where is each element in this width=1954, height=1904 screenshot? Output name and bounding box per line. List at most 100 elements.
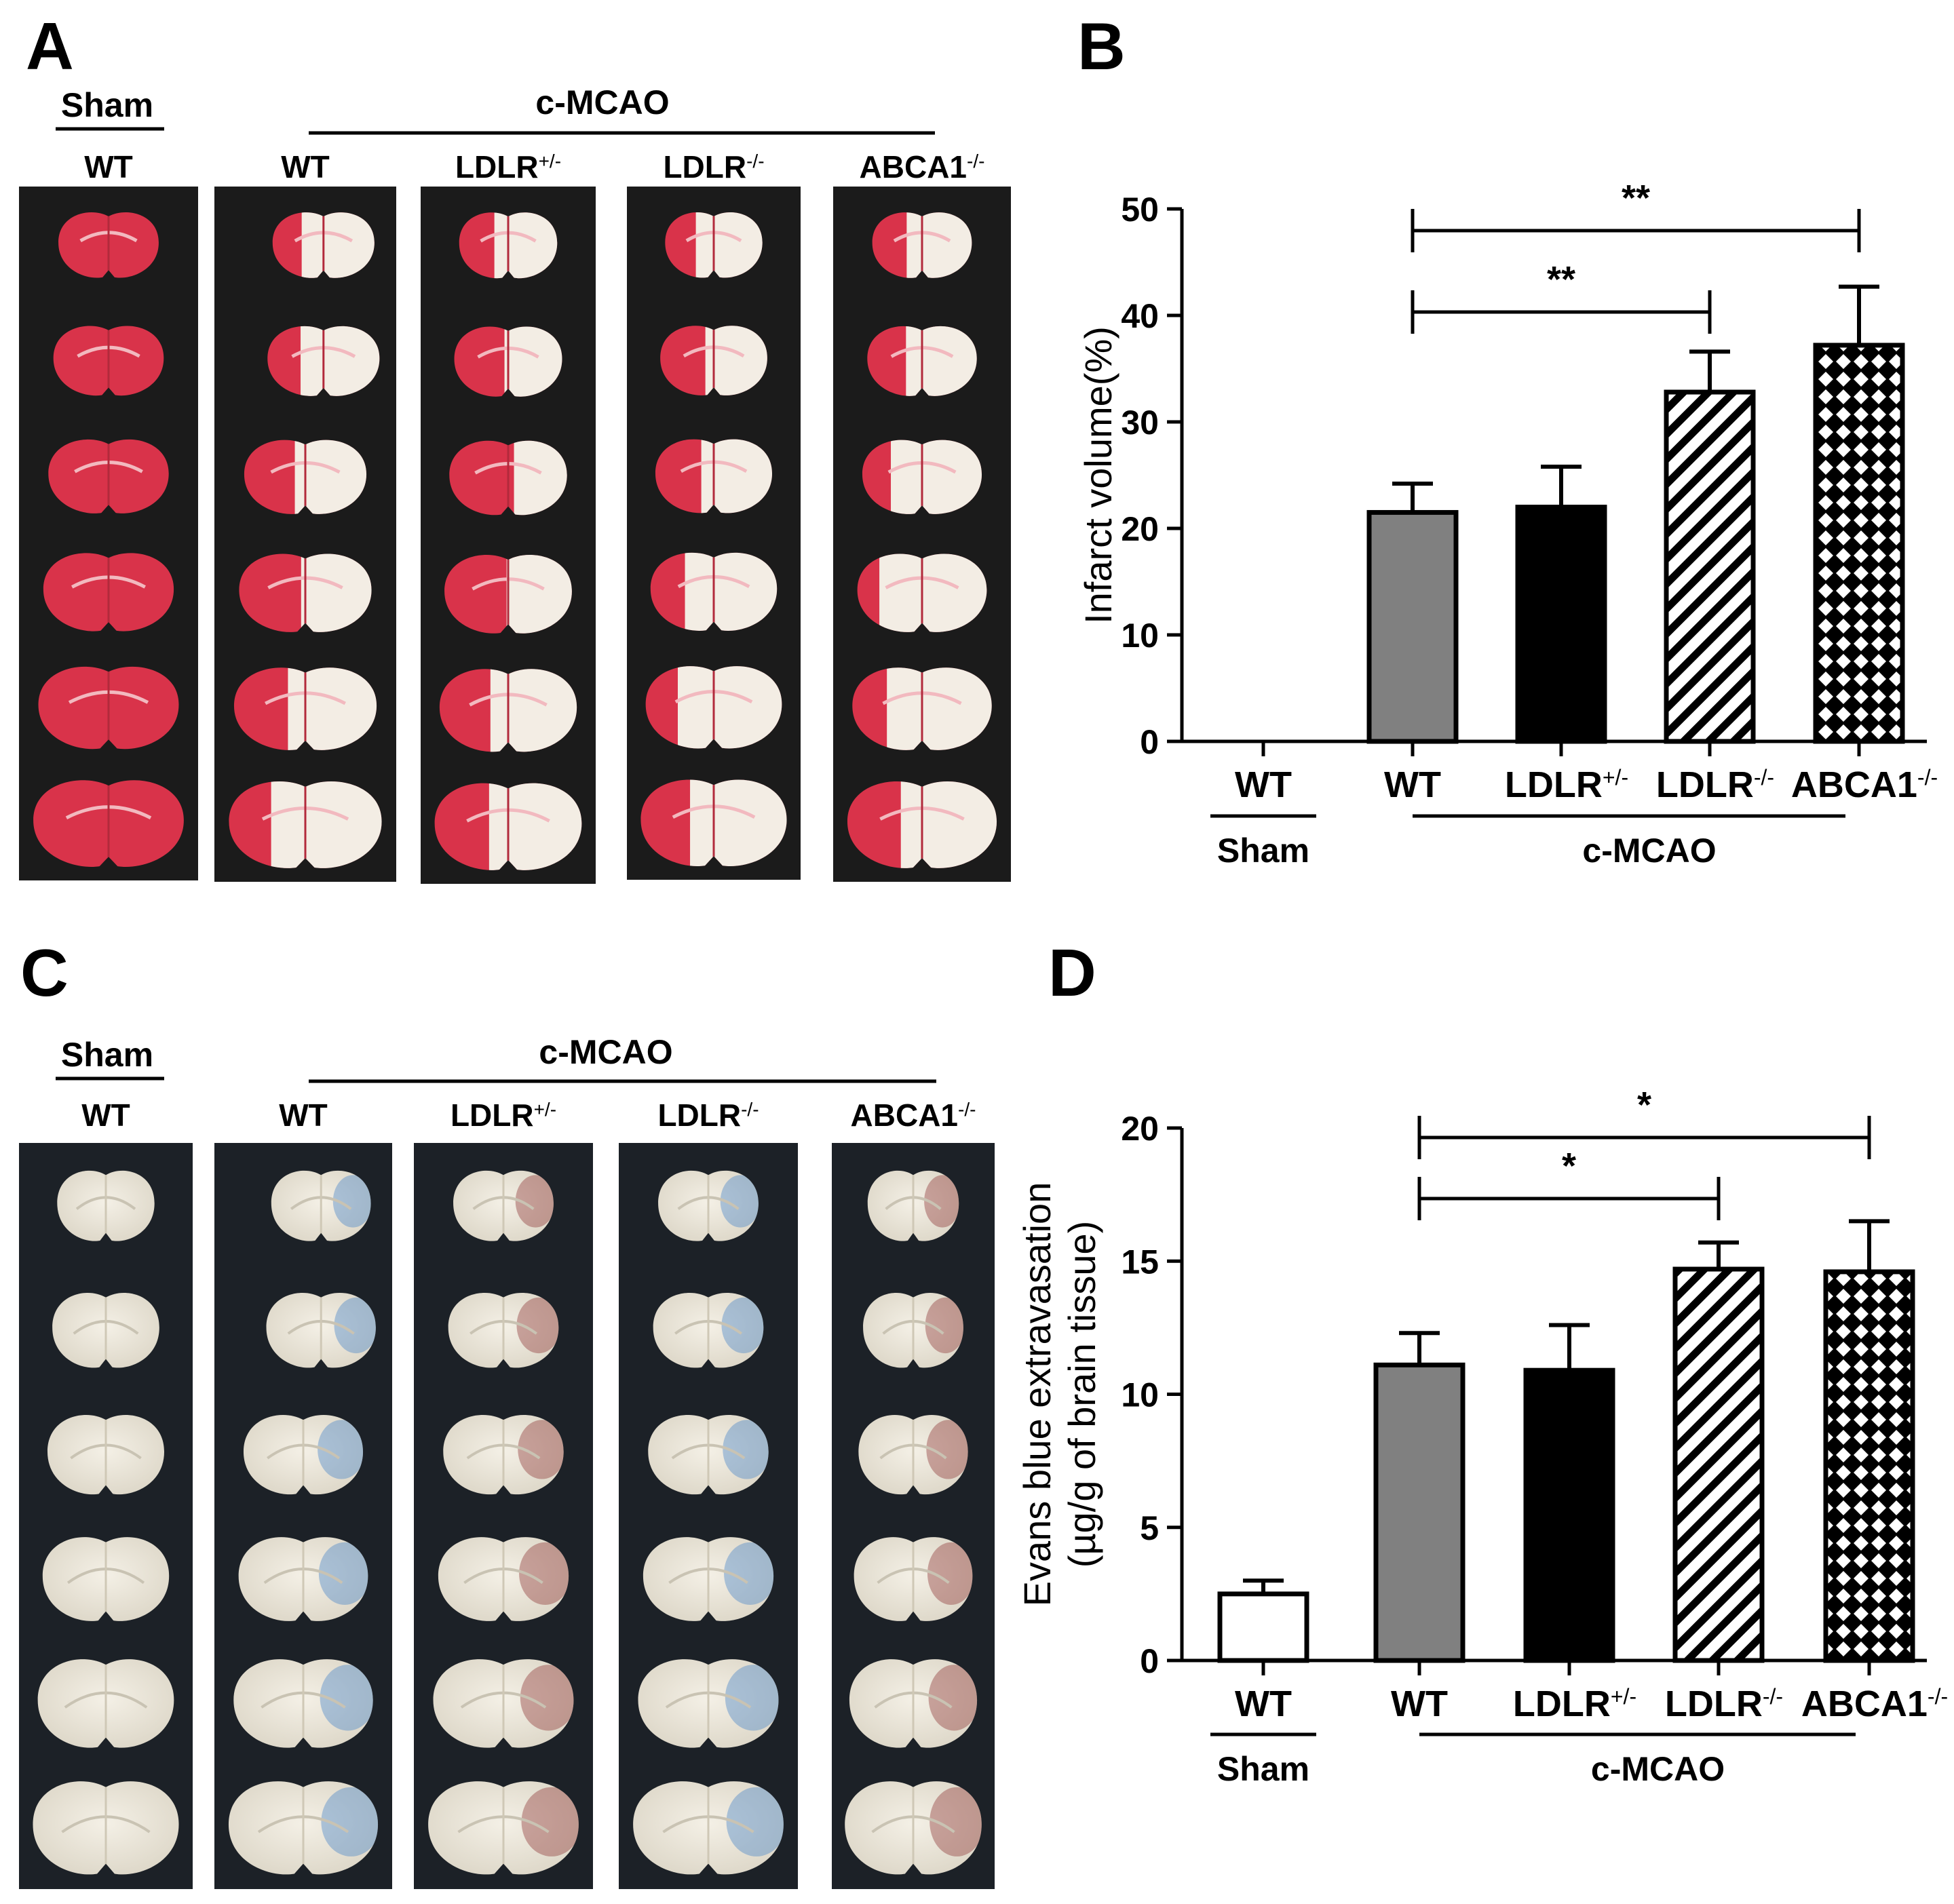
panel-a: A Sham c-MCAO WT WT LDLR+/- LDLR-/- ABCA1-/- (19, 9, 1011, 884)
panel-c-col-label-3: LDLR-/- (657, 1097, 759, 1133)
panel-b-bar-2 (1515, 505, 1607, 744)
panel-c-brain-slice (42, 1537, 170, 1621)
panel-b-x-tick-label-0: WT (1235, 764, 1292, 805)
panel-d-significance-label-0: * (1637, 1085, 1651, 1125)
panel-c-brain-slice (653, 1292, 764, 1368)
panel-a-brain-slice (645, 666, 782, 749)
panel-c-brain-slice (845, 1781, 982, 1875)
panel-b-y-tick-label: 10 (1121, 617, 1159, 655)
panel-a-brain-slice (650, 552, 778, 631)
panel-c-col-label-4: ABCA1-/- (851, 1097, 976, 1133)
panel-a-col-label-0: WT (84, 149, 133, 184)
panel-c-brain-slice (238, 1537, 368, 1621)
panel-d-x-tick-label-1: WT (1391, 1684, 1448, 1724)
panel-d-y-tick-label: 0 (1140, 1642, 1159, 1680)
panel-c-cmcao-label: c-MCAO (539, 1033, 672, 1071)
panel-c-col-label-1: WT (279, 1097, 328, 1133)
panel-d-significance-bracket-0: * (1417, 1085, 1871, 1159)
panel-b-significance-label-1: ** (1547, 259, 1575, 300)
panel-a-slide-bg-0 (19, 187, 198, 880)
panel-b-bar-4 (1813, 343, 1905, 744)
panel-letter-c: C (20, 935, 69, 1010)
panel-c-brain-slice (633, 1781, 784, 1875)
panel-a-slide-3 (627, 187, 801, 880)
panel-c-brain-slice (638, 1659, 779, 1748)
panel-c-brain-slice (849, 1659, 978, 1748)
panel-a-brain-slice (43, 553, 174, 632)
panel-c-brain-slice (438, 1537, 569, 1621)
panel-c-brain-slice (448, 1292, 559, 1368)
panel-a-slide-2 (421, 187, 596, 884)
panel-a-brain-slice (267, 326, 380, 396)
panel-c-brain-slice (443, 1415, 564, 1495)
panel-d-x-tick-label-2: LDLR+/- (1513, 1684, 1636, 1724)
panel-d-y-tick-label: 20 (1121, 1110, 1159, 1148)
panel-c-brain-slice (433, 1659, 574, 1748)
panel-c-brain-slice (233, 1659, 373, 1748)
panel-c-slide-bg-4 (832, 1143, 995, 1889)
panel-a-brain-slice (53, 326, 164, 396)
panel-a-brain-slice (434, 783, 582, 870)
panel-a-brain-slice (852, 667, 992, 750)
panel-a-cmcao-label: c-MCAO (535, 83, 669, 121)
panel-a-brain-slice (58, 212, 159, 278)
panel-d-significance-bracket-1: * (1417, 1146, 1721, 1220)
panel-d-bar-1 (1373, 1362, 1466, 1663)
panel-a-brain-slice (48, 439, 169, 513)
panel-b-significance-label-0: ** (1622, 178, 1650, 218)
panel-b-x-tick-label-3: LDLR-/- (1656, 764, 1774, 805)
panel-b-bar-1 (1366, 509, 1459, 744)
panel-c-brain-slice (243, 1415, 364, 1495)
panel-a-brain-slice (244, 440, 367, 514)
panel-b-bar-3 (1664, 389, 1756, 744)
panel-b-sham-group-label: Sham (1217, 832, 1309, 870)
panel-d-bar-0 (1217, 1591, 1309, 1663)
panel-letter-d: D (1048, 935, 1096, 1010)
panel-b-y-tick-label: 50 (1121, 191, 1159, 229)
panel-a-slide-bg-4 (833, 187, 1011, 882)
panel-d-bar-4 (1823, 1269, 1915, 1663)
panel-c-slide-bg-0 (19, 1143, 193, 1889)
panel-a-slide-bg-2 (421, 187, 596, 884)
panel-a-brain-slice (665, 212, 763, 278)
panel-d: D 0 5 10 15 20 Evans blue extravasation (µg/g … (1016, 935, 1948, 1788)
panel-d-y-axis-label: Evans blue extravasation (1016, 1182, 1058, 1607)
panel-d-x-tick-label-4: ABCA1-/- (1801, 1684, 1948, 1724)
panel-d-cmcao-group-label: c-MCAO (1591, 1750, 1725, 1788)
panel-a-col-label-4: ABCA1-/- (860, 149, 985, 184)
panel-a-brain-slice (872, 212, 972, 278)
panel-b-cmcao-group-label: c-MCAO (1582, 832, 1716, 870)
panel-b: B 0 10 20 30 40 50 Infarct volume(%) WT WT LDLR+/… (1077, 9, 1938, 870)
panel-c-brain-slice (453, 1170, 554, 1241)
panel-a-slide-4 (833, 187, 1011, 882)
panel-d-y-tick-label: 10 (1121, 1376, 1159, 1414)
panel-d-sham-group-label: Sham (1217, 1750, 1309, 1788)
panel-d-significance-label-1: * (1562, 1146, 1576, 1186)
panel-b-significance-bracket-0: ** (1411, 178, 1861, 252)
panel-b-significance-bracket-1: ** (1411, 259, 1712, 334)
panel-a-brain-slice (272, 212, 375, 278)
panel-b-x-tick-label-4: ABCA1-/- (1791, 764, 1938, 805)
panel-c-col-label-2: LDLR+/- (451, 1097, 556, 1133)
panel-c-brain-slice (57, 1170, 155, 1241)
panel-a-sham-label: Sham (61, 86, 153, 124)
panel-b-x-tick-label-2: LDLR+/- (1505, 764, 1628, 805)
panel-d-x-tick-label-3: LDLR-/- (1665, 1684, 1783, 1724)
panel-d-chart: 0 5 10 15 20 Evans blue extravasation (µg/g of… (1016, 1085, 1948, 1788)
panel-letter-b: B (1077, 9, 1126, 83)
panel-a-slide-0 (19, 187, 198, 880)
panel-a-col-label-1: WT (281, 149, 330, 184)
panel-d-x-tick-label-0: WT (1235, 1684, 1292, 1724)
panel-a-brain-slice (459, 212, 558, 279)
panel-a-slide-bg-3 (627, 187, 801, 880)
panel-b-y-axis-label: Infarct volume(%) (1077, 326, 1119, 624)
panel-b-x-tick-label-1: WT (1384, 764, 1441, 805)
panel-c-brain-slice (867, 1170, 959, 1241)
panel-a-brain-slice (449, 440, 567, 516)
panel-c-slide-bg-2 (414, 1143, 593, 1889)
panel-c-slide-3 (619, 1143, 798, 1889)
panel-a-brain-slice (640, 779, 787, 866)
panel-c-brain-slice (643, 1537, 774, 1621)
panel-d-y-axis-label-units: (µg/g of brain tissue) (1060, 1221, 1103, 1568)
